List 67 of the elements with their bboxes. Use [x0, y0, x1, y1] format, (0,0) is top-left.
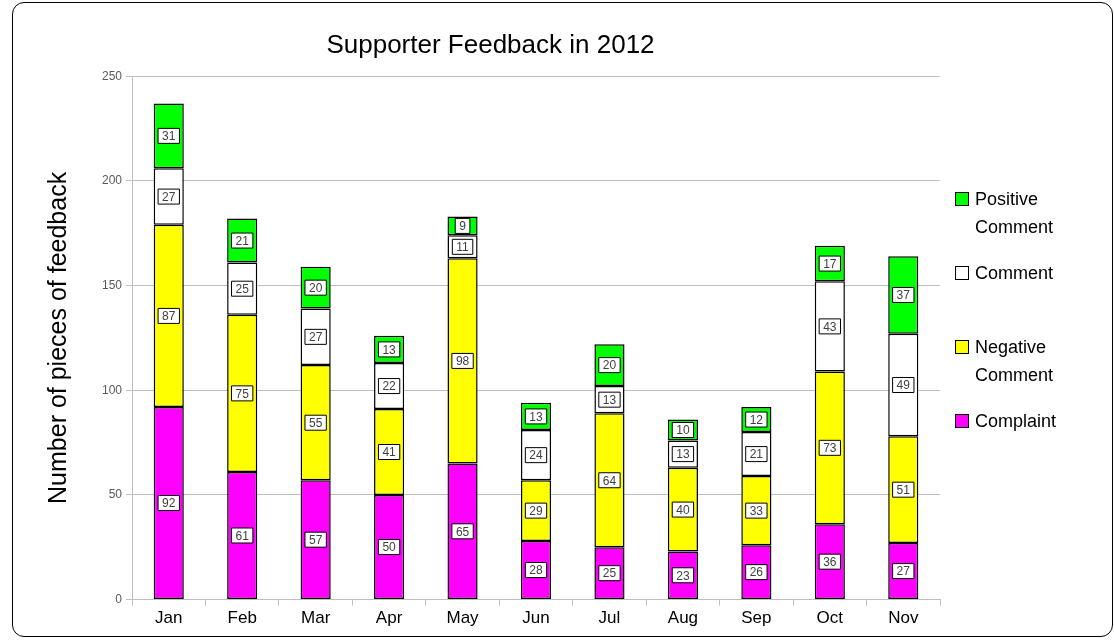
data-label: 55 — [308, 416, 323, 430]
data-label: 51 — [896, 483, 911, 497]
y-tick-label: 50 — [108, 487, 123, 502]
y-tick-label: 0 — [115, 591, 123, 606]
data-label: 57 — [308, 532, 323, 547]
legend-label: Complaint — [975, 409, 1058, 433]
data-label: 25 — [602, 566, 617, 581]
data-label: 73 — [823, 441, 837, 456]
data-label: 37 — [896, 288, 911, 303]
y-tick-label: 200 — [101, 173, 123, 188]
data-label: 33 — [749, 503, 764, 518]
x-tick-label: Nov — [888, 608, 919, 628]
y-tick-label: 250 — [101, 68, 123, 83]
y-axis-title: Number of pieces of feedback — [42, 171, 71, 504]
x-tick-label: Jun — [522, 608, 550, 628]
data-label: 13 — [602, 392, 617, 407]
data-label: 40 — [676, 502, 690, 517]
data-label: 17 — [823, 256, 837, 271]
legend-label: Negative Comment — [975, 335, 1055, 387]
data-label: 43 — [823, 319, 837, 334]
data-label: 9 — [459, 219, 467, 234]
data-label: 27 — [308, 330, 323, 345]
data-label: 23 — [676, 568, 690, 583]
data-label: 36 — [823, 554, 837, 569]
data-label: 22 — [382, 379, 397, 394]
data-label: 13 — [529, 409, 543, 424]
data-label: 13 — [382, 342, 397, 357]
data-label: 21 — [235, 233, 250, 248]
data-label: 12 — [749, 412, 764, 427]
data-label: 11 — [456, 240, 470, 255]
data-label: 20 — [602, 358, 617, 373]
data-label: 61 — [235, 528, 250, 543]
data-label: 29 — [529, 503, 543, 518]
data-label: 92 — [162, 496, 176, 511]
data-label: 10 — [676, 423, 690, 438]
data-label: 31 — [162, 129, 176, 144]
text: Comment — [975, 261, 1055, 285]
x-tick-label: Apr — [375, 608, 403, 628]
data-label: 26 — [749, 565, 764, 580]
x-tick-label: Sep — [741, 608, 772, 628]
x-tick-label: Oct — [816, 608, 844, 628]
x-tick-label: Jul — [598, 608, 621, 628]
data-label: 28 — [529, 563, 543, 578]
y-tick-label: 100 — [101, 382, 123, 397]
data-label: 87 — [162, 309, 176, 324]
legend-label: Positive Comment — [975, 187, 1055, 239]
data-label: 25 — [235, 282, 250, 297]
data-label: 21 — [749, 447, 764, 462]
chart-title: Supporter Feedback in 2012 — [326, 28, 655, 59]
data-label: 75 — [235, 386, 250, 401]
x-tick-label: Aug — [667, 608, 699, 628]
data-label: 64 — [602, 473, 617, 488]
data-label: 98 — [455, 354, 470, 369]
data-label: 27 — [162, 189, 176, 204]
x-tick-label: Mar — [301, 608, 331, 628]
x-tick-label: Feb — [227, 608, 257, 628]
data-label: 49 — [896, 378, 911, 393]
data-label: 27 — [896, 564, 911, 579]
data-label: 24 — [529, 448, 543, 463]
data-label: 50 — [382, 540, 397, 555]
y-tick-label: 150 — [101, 277, 123, 292]
data-label: 65 — [455, 524, 470, 539]
data-label: 41 — [382, 445, 397, 460]
data-label: 13 — [676, 447, 690, 462]
x-tick-label: May — [446, 608, 480, 628]
data-label: 20 — [308, 280, 323, 295]
x-tick-label: Jan — [155, 608, 183, 628]
